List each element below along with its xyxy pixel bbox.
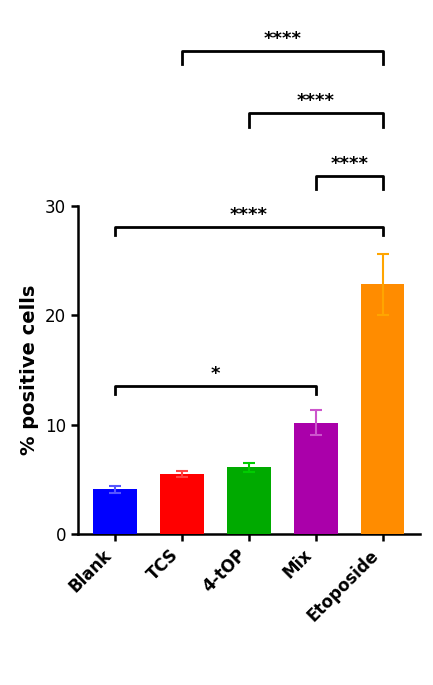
- Bar: [227, 467, 271, 534]
- Text: ****: ****: [230, 206, 268, 224]
- Bar: [94, 489, 137, 534]
- Bar: [361, 284, 404, 534]
- Text: ****: ****: [330, 155, 368, 173]
- Text: *: *: [211, 365, 220, 383]
- Text: ****: ****: [263, 29, 301, 48]
- Y-axis label: % positive cells: % positive cells: [20, 285, 39, 455]
- Bar: [160, 474, 204, 534]
- Text: ****: ****: [297, 92, 335, 110]
- Bar: [294, 423, 338, 534]
